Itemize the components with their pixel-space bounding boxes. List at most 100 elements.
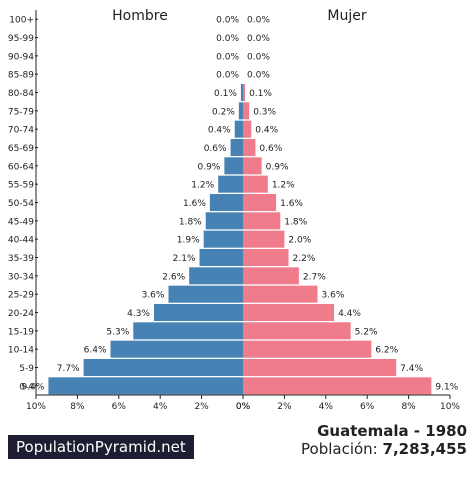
bar-mujer-50-54 — [243, 193, 277, 212]
value-label-mujer-30-34: 2.7% — [303, 272, 326, 282]
age-label-80-84: 80-84 — [8, 89, 34, 99]
value-label-hombre-65-69: 0.6% — [204, 144, 227, 154]
x-tick-label-left: 4% — [153, 402, 168, 412]
value-label-mujer-40-44: 2.0% — [288, 236, 311, 246]
age-label-30-34: 30-34 — [8, 272, 34, 282]
bar-mujer-40-44 — [243, 230, 285, 248]
bar-hombre-30-34 — [189, 267, 243, 285]
age-label-20-24: 20-24 — [8, 309, 34, 319]
age-label-15-19: 15-19 — [8, 327, 34, 337]
bar-hombre-25-29 — [168, 285, 243, 303]
value-label-hombre-0-4: 9.4% — [22, 382, 45, 392]
bar-hombre-50-54 — [209, 193, 243, 212]
value-label-hombre-30-34: 2.6% — [162, 272, 185, 282]
bar-hombre-35-39 — [199, 248, 243, 267]
age-label-70-74: 70-74 — [8, 126, 34, 136]
value-label-hombre-25-29: 3.6% — [142, 291, 165, 301]
age-label-95-99: 95-99 — [8, 34, 34, 44]
brand-logo[interactable]: PopulationPyramid.net — [8, 435, 194, 459]
x-tick-label-right: 4% — [319, 402, 334, 412]
population-value: 7,283,455 — [382, 440, 467, 458]
bar-mujer-25-29 — [243, 285, 318, 303]
x-tick-label-right: 10% — [440, 402, 460, 412]
bar-mujer-10-14 — [243, 340, 372, 358]
age-label-45-49: 45-49 — [8, 217, 34, 227]
value-label-mujer-5-9: 7.4% — [400, 364, 423, 374]
age-label-90-94: 90-94 — [8, 52, 34, 62]
value-label-mujer-65-69: 0.6% — [259, 144, 282, 154]
bar-mujer-20-24 — [243, 303, 335, 322]
x-tick-label-left: 2% — [194, 402, 209, 412]
age-label-35-39: 35-39 — [8, 254, 34, 264]
value-label-hombre-70-74: 0.4% — [208, 126, 231, 136]
age-label-25-29: 25-29 — [8, 291, 34, 301]
value-label-mujer-50-54: 1.6% — [280, 199, 303, 209]
value-label-mujer-20-24: 4.4% — [338, 309, 361, 319]
bar-mujer-65-69 — [243, 138, 256, 157]
value-label-hombre-40-44: 1.9% — [177, 236, 200, 246]
age-label-75-79: 75-79 — [8, 107, 34, 117]
right-header: Mujer — [327, 8, 366, 24]
age-label-100+: 100+ — [9, 16, 34, 26]
value-label-hombre-20-24: 4.3% — [127, 309, 150, 319]
value-label-mujer-90-94: 0.0% — [247, 52, 270, 62]
bar-hombre-65-69 — [230, 138, 243, 157]
value-label-mujer-25-29: 3.6% — [322, 291, 345, 301]
bar-hombre-40-44 — [203, 230, 243, 248]
x-tick-label-right: 8% — [401, 402, 416, 412]
bar-hombre-55-59 — [218, 175, 243, 193]
value-label-hombre-60-64: 0.9% — [197, 162, 220, 172]
age-label-85-89: 85-89 — [8, 71, 34, 81]
value-label-hombre-5-9: 7.7% — [57, 364, 80, 374]
bar-mujer-15-19 — [243, 322, 351, 340]
age-label-60-64: 60-64 — [8, 162, 34, 172]
value-label-hombre-80-84: 0.1% — [214, 89, 237, 99]
value-label-mujer-35-39: 2.2% — [293, 254, 316, 264]
value-label-hombre-50-54: 1.6% — [183, 199, 206, 209]
value-label-hombre-90-94: 0.0% — [216, 52, 239, 62]
bar-mujer-45-49 — [243, 212, 281, 230]
population-label: Población: — [301, 440, 378, 458]
value-label-hombre-55-59: 1.2% — [191, 181, 214, 191]
value-label-mujer-60-64: 0.9% — [266, 162, 289, 172]
age-label-5-9: 5-9 — [19, 364, 34, 374]
bar-mujer-0-4 — [243, 377, 432, 395]
value-label-hombre-35-39: 2.1% — [173, 254, 196, 264]
population-total: Población: 7,283,455 — [301, 440, 467, 458]
value-label-mujer-75-79: 0.3% — [253, 107, 276, 117]
age-label-40-44: 40-44 — [8, 236, 34, 246]
x-tick-label-left: 0% — [236, 402, 251, 412]
x-tick-label-left: 8% — [70, 402, 85, 412]
bar-hombre-5-9 — [83, 358, 243, 377]
bar-hombre-15-19 — [133, 322, 243, 340]
value-label-mujer-85-89: 0.0% — [247, 71, 270, 81]
bar-mujer-70-74 — [243, 120, 252, 138]
bar-hombre-45-49 — [205, 212, 243, 230]
chart-title: Guatemala - 1980 — [317, 422, 467, 440]
age-label-55-59: 55-59 — [8, 181, 34, 191]
left-header: Hombre — [112, 8, 168, 24]
age-label-50-54: 50-54 — [8, 199, 34, 209]
bar-hombre-0-4 — [48, 377, 243, 395]
value-label-mujer-80-84: 0.1% — [249, 89, 272, 99]
x-tick-label-right: 2% — [277, 402, 292, 412]
x-tick-label-left: 10% — [26, 402, 46, 412]
value-label-mujer-70-74: 0.4% — [255, 126, 278, 136]
value-label-mujer-45-49: 1.8% — [284, 217, 307, 227]
bar-hombre-10-14 — [110, 340, 244, 358]
value-label-mujer-100+: 0.0% — [247, 16, 270, 26]
bar-hombre-60-64 — [224, 157, 243, 175]
bar-hombre-70-74 — [234, 120, 243, 138]
value-label-hombre-10-14: 6.4% — [84, 346, 107, 356]
age-label-10-14: 10-14 — [8, 346, 34, 356]
bar-mujer-80-84 — [243, 83, 246, 102]
bar-mujer-5-9 — [243, 358, 397, 377]
value-label-mujer-10-14: 6.2% — [375, 346, 398, 356]
value-label-hombre-75-79: 0.2% — [212, 107, 235, 117]
value-label-mujer-95-99: 0.0% — [247, 34, 270, 44]
age-label-0-4: 0-4 — [19, 382, 34, 392]
bar-mujer-35-39 — [243, 248, 289, 267]
bar-mujer-75-79 — [243, 102, 250, 120]
bar-mujer-55-59 — [243, 175, 268, 193]
x-tick-label-left: 6% — [112, 402, 127, 412]
